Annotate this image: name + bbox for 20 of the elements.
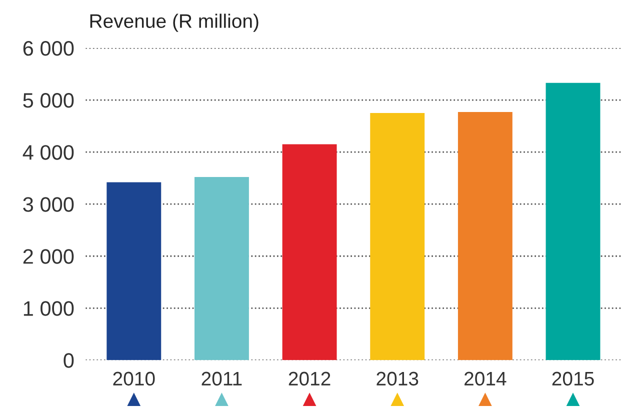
bar <box>458 112 512 360</box>
y-tick-label: 3 000 <box>23 197 74 212</box>
x-tick-label: 2010 <box>113 372 155 386</box>
y-tick-label: 4 000 <box>22 145 74 160</box>
bar <box>194 177 249 360</box>
x-tick-label: 2014 <box>464 372 506 386</box>
x-tick-label: 2012 <box>288 372 330 386</box>
bar <box>546 82 600 360</box>
bar <box>370 113 425 360</box>
x-tick-label: 2013 <box>376 372 418 386</box>
chart-title: Revenue (R million) <box>90 14 258 32</box>
x-tick-label: 2015 <box>552 372 594 386</box>
y-tick-label: 2 000 <box>23 249 74 264</box>
y-tick-label: 0 <box>64 353 74 368</box>
y-tick-label: 6 000 <box>23 41 74 56</box>
bar <box>106 182 162 360</box>
bar <box>282 144 337 360</box>
y-tick-label: 1 000 <box>24 301 74 316</box>
y-tick-label: 5 000 <box>23 93 74 108</box>
x-tick-label: 2011 <box>202 372 242 386</box>
